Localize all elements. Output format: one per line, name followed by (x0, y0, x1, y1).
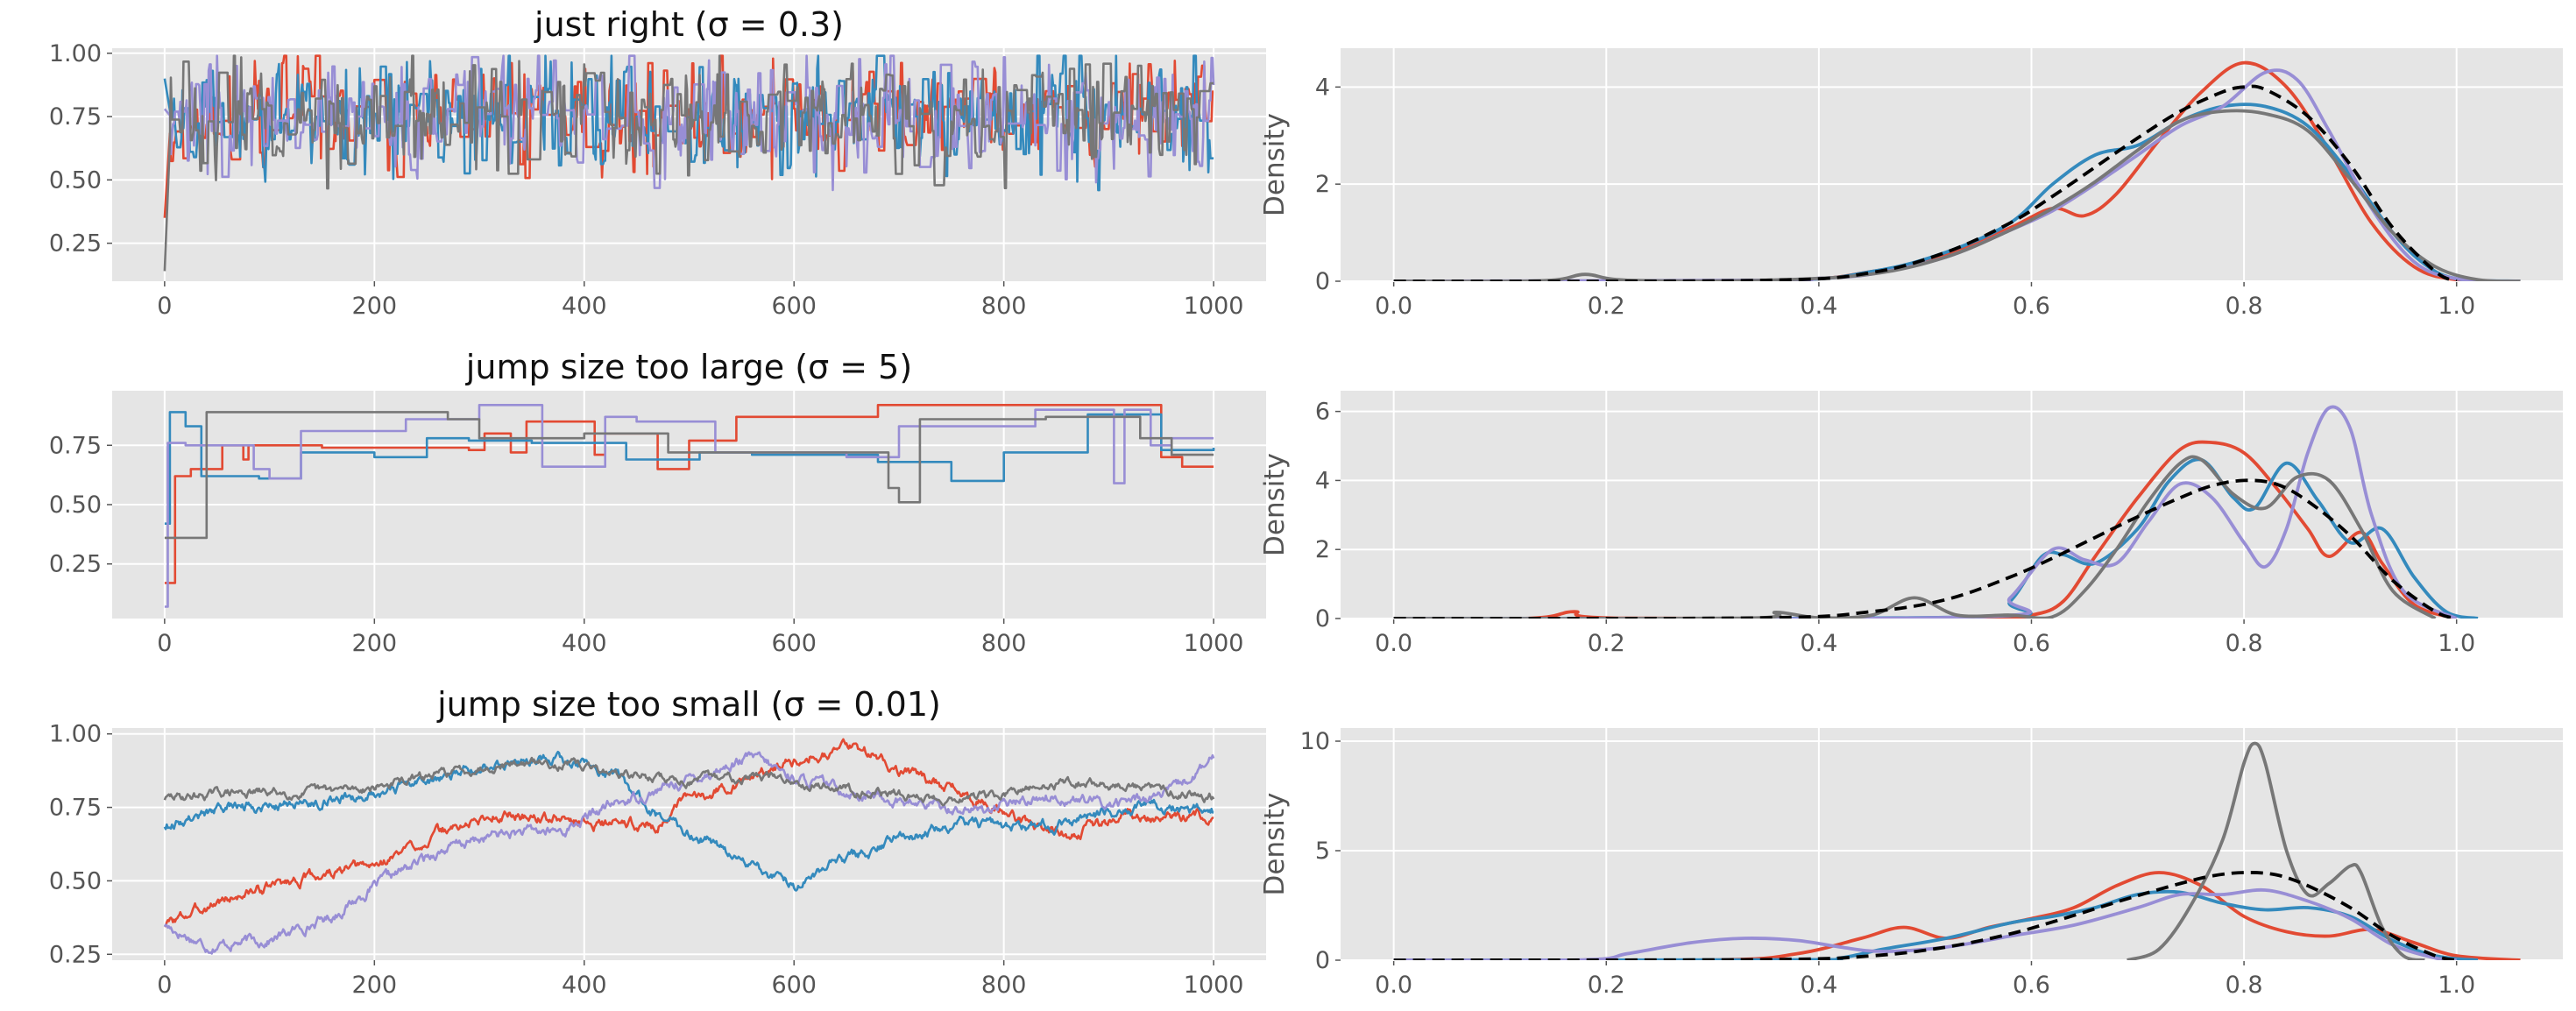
x-tick-label: 0.6 (2013, 630, 2050, 657)
x-tick-label: 1000 (1184, 630, 1244, 657)
x-tick-label: 0.2 (1588, 630, 1625, 657)
series-line-2 (163, 751, 1215, 955)
series-line-4 (1393, 478, 2458, 619)
series-group (1393, 405, 2479, 619)
plot-background (112, 728, 1266, 960)
y-tick-label: 0.50 (49, 867, 102, 894)
x-tick-label: 200 (352, 293, 398, 320)
panel-trace_b: 0 200 400 600 800 1000 0.25 0.50 0.75 jump size t… (49, 348, 1266, 657)
x-tick-label: 400 (562, 972, 607, 999)
panel-trace_a: 0 200 400 600 800 1000 0.25 0.50 0.75 1.00 just ri… (49, 5, 1266, 320)
x-tick-label: 1000 (1184, 972, 1244, 999)
x-tick-label: 1000 (1184, 293, 1244, 320)
x-tick-label: 600 (771, 293, 817, 320)
x-tick-label: 0 (157, 972, 172, 999)
panel-title: just right (σ = 0.3) (534, 5, 844, 44)
x-tick-label: 0.8 (2226, 630, 2263, 657)
x-tick-label: 1.0 (2438, 293, 2475, 320)
x-tick-label: 1.0 (2438, 972, 2475, 999)
y-tick-label: 5 (1315, 838, 1330, 865)
series-line-2 (164, 404, 1214, 608)
x-tick-label: 800 (981, 630, 1027, 657)
x-tick-label: 0.8 (2226, 972, 2263, 999)
y-tick-label: 0 (1315, 268, 1330, 295)
series-group (163, 54, 1215, 272)
panel-density_a: 0.0 0.2 0.4 0.6 0.8 1.0 0 2 4 Density (1259, 48, 2563, 320)
panel-density_b: 0.0 0.2 0.4 0.6 0.8 1.0 0 2 4 6 Density (1259, 391, 2563, 657)
series-group (164, 404, 1215, 608)
x-tick-label: 0.2 (1588, 972, 1625, 999)
y-axis-label: Density (1259, 453, 1291, 556)
x-tick-label: 200 (352, 972, 398, 999)
y-tick-label: 1.00 (49, 40, 102, 67)
series-line-1 (164, 411, 1215, 525)
series-line-0 (1393, 440, 2458, 619)
series-line-3 (1393, 455, 2437, 619)
x-tick-label: 800 (981, 293, 1027, 320)
series-line-4 (1393, 84, 2458, 281)
series-line-2 (1393, 887, 2457, 960)
y-tick-label: 1.00 (49, 721, 102, 748)
series-line-3 (164, 411, 1214, 540)
x-tick-label: 0.6 (2013, 293, 2050, 320)
series-group (1393, 60, 2521, 281)
x-tick-label: 0.8 (2226, 293, 2263, 320)
x-tick-label: 0 (157, 630, 172, 657)
y-tick-label: 0.25 (49, 230, 102, 258)
x-tick-label: 0.4 (1800, 972, 1837, 999)
x-tick-label: 0.2 (1588, 293, 1625, 320)
x-tick-label: 400 (562, 293, 607, 320)
y-tick-label: 0.50 (49, 166, 102, 194)
series-line-4 (1393, 871, 2458, 960)
series-line-3 (163, 756, 1215, 807)
series-line-3 (163, 54, 1214, 272)
series-group (163, 738, 1215, 955)
series-group (1393, 741, 2521, 960)
panel-title: jump size too small (σ = 0.01) (436, 685, 941, 724)
plot-background (1341, 48, 2563, 281)
y-tick-label: 6 (1315, 399, 1330, 426)
x-tick-label: 0.0 (1375, 630, 1412, 657)
y-tick-label: 0 (1315, 947, 1330, 974)
y-tick-label: 0.75 (49, 432, 102, 459)
y-tick-label: 0.75 (49, 795, 102, 822)
series-line-3 (2127, 741, 2425, 960)
x-tick-label: 800 (981, 972, 1027, 999)
y-tick-label: 4 (1315, 74, 1330, 101)
y-tick-label: 0.50 (49, 491, 102, 519)
x-tick-label: 0.0 (1375, 293, 1412, 320)
x-tick-label: 200 (352, 630, 398, 657)
x-tick-label: 0.4 (1800, 293, 1837, 320)
y-axis-label: Density (1259, 113, 1291, 216)
y-tick-label: 10 (1300, 728, 1330, 755)
x-tick-label: 0.6 (2013, 972, 2050, 999)
x-tick-label: 0.0 (1375, 972, 1412, 999)
x-tick-label: 400 (562, 630, 607, 657)
y-tick-label: 4 (1315, 467, 1330, 494)
y-tick-label: 0.75 (49, 103, 102, 131)
y-tick-label: 2 (1315, 171, 1330, 198)
panel-title: jump size too large (σ = 5) (465, 348, 912, 386)
series-line-2 (1393, 405, 2458, 619)
plot-background (1341, 391, 2563, 619)
y-tick-label: 0 (1315, 605, 1330, 633)
x-tick-label: 1.0 (2438, 630, 2475, 657)
x-tick-label: 0 (157, 293, 172, 320)
x-tick-label: 0.4 (1800, 630, 1837, 657)
series-line-1 (163, 750, 1214, 892)
x-tick-label: 600 (771, 972, 817, 999)
y-tick-label: 0.25 (49, 551, 102, 578)
y-tick-label: 0.25 (49, 941, 102, 968)
y-tick-label: 2 (1315, 536, 1330, 563)
panel-density_c: 0.0 0.2 0.4 0.6 0.8 1.0 0 5 10 Density (1259, 728, 2563, 999)
y-axis-label: Density (1259, 793, 1291, 896)
x-tick-label: 600 (771, 630, 817, 657)
panel-trace_c: 0 200 400 600 800 1000 0.25 0.50 0.75 1.00 jump si… (49, 685, 1266, 999)
